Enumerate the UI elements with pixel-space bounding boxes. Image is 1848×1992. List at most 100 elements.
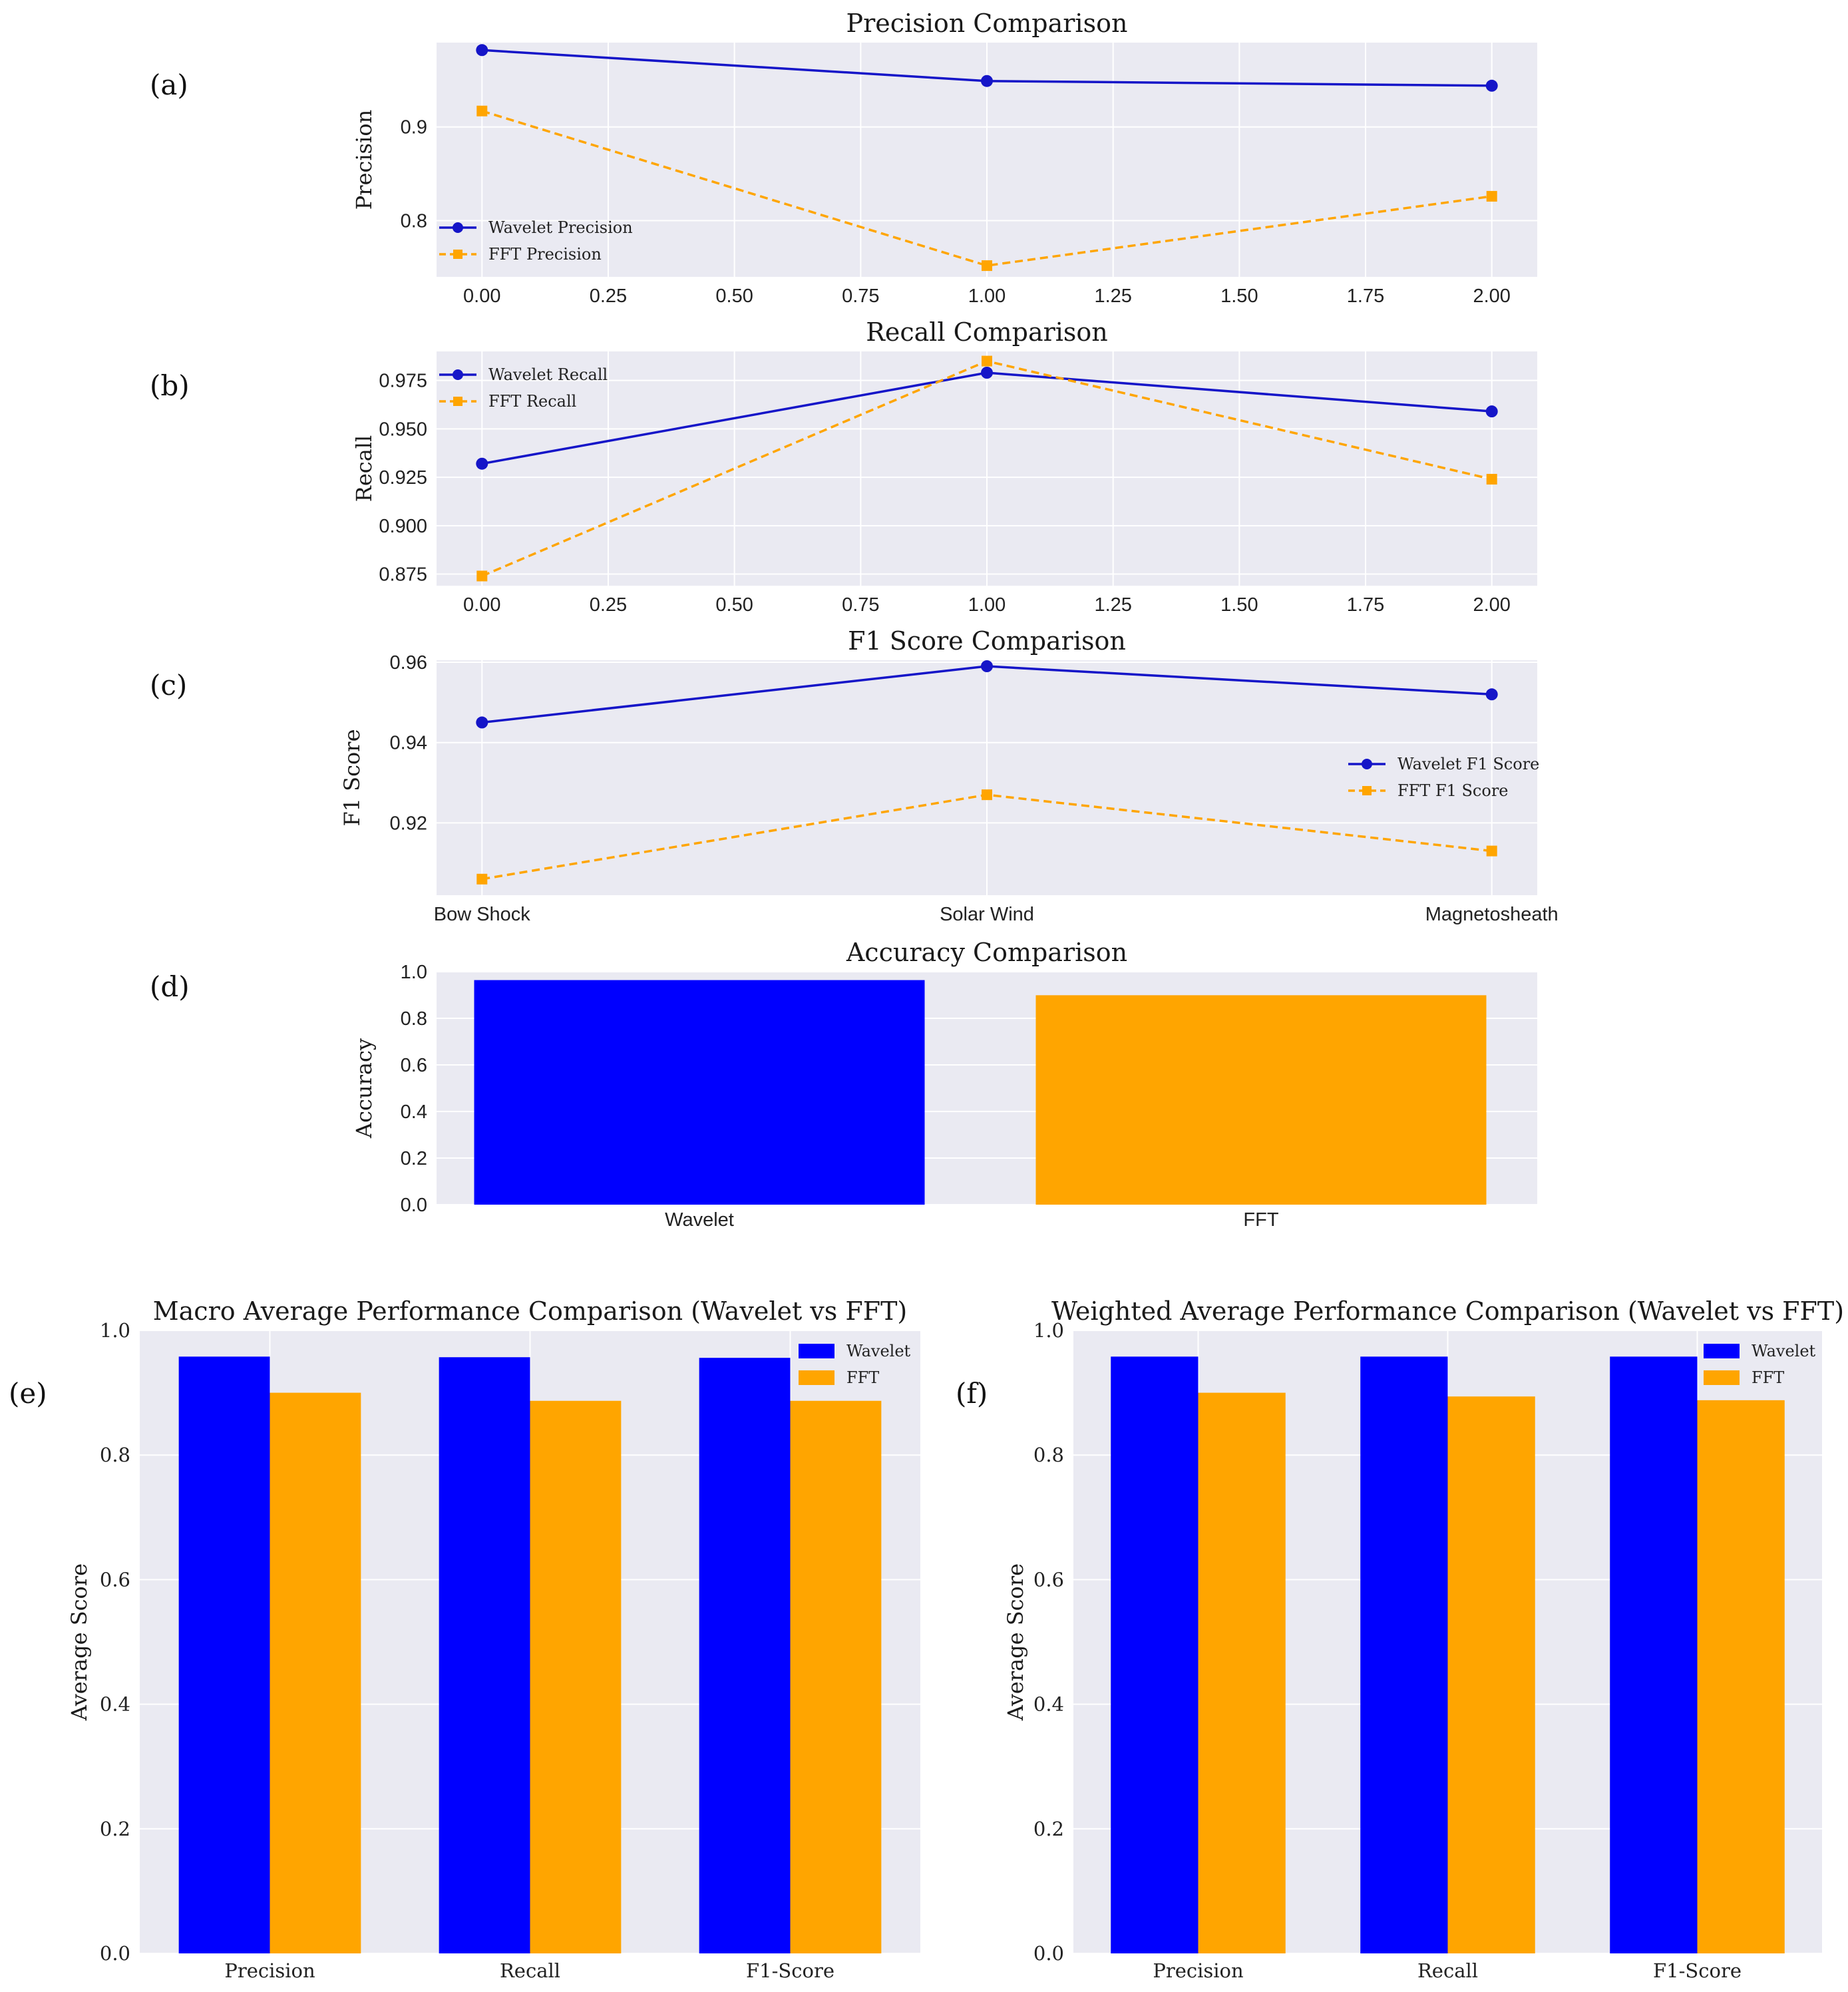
panel-label-f: (f): [956, 1377, 988, 1410]
x-tick-label-b: 0.50: [715, 594, 753, 616]
x-tick-label-a: 1.25: [1094, 286, 1131, 307]
y-tick-label-d: 0.4: [401, 1101, 427, 1123]
chart-title-c: F1 Score Comparison: [848, 626, 1126, 656]
y-tick-label-f: 0.4: [1033, 1693, 1064, 1716]
y-tick-label-d: 0.2: [401, 1148, 427, 1169]
data-point-b-wavelet: [981, 367, 993, 379]
legend-swatch-f: [1704, 1370, 1740, 1385]
bar-e-fft-recall: [530, 1400, 622, 1953]
y-axis-label-e: Average Score: [67, 1563, 92, 1721]
data-point-a-wavelet: [1485, 79, 1498, 92]
bar-e-fft-f1-score: [790, 1400, 882, 1953]
y-tick-label-f: 0.2: [1033, 1818, 1064, 1840]
data-point-a-fft: [1486, 190, 1497, 202]
bar-f-fft-precision: [1198, 1392, 1286, 1953]
x-category-label-c: Bow Shock: [434, 904, 531, 925]
x-tick-label-b: 0.25: [590, 594, 627, 616]
legend-label-a: FFT Precision: [488, 245, 602, 264]
x-tick-label-a: 0.00: [463, 286, 500, 307]
data-point-c-wavelet: [1485, 688, 1498, 701]
x-tick-label-b: 1.75: [1347, 594, 1384, 616]
x-category-label-c: Solar Wind: [940, 904, 1034, 925]
y-tick-label-d: 0.0: [401, 1195, 427, 1216]
bar-f-fft-f1-score: [1697, 1400, 1785, 1953]
y-axis-label-f: Average Score: [1003, 1563, 1028, 1721]
y-tick-label-e: 1.0: [100, 1319, 130, 1342]
y-tick-label-c: 0.92: [390, 813, 427, 834]
x-tick-label-a: 1.00: [968, 286, 1006, 307]
y-tick-label-c: 0.94: [390, 733, 427, 754]
panel-label-b: (b): [150, 369, 190, 402]
data-point-b-fft: [982, 355, 992, 367]
data-point-a-fft: [476, 105, 488, 116]
bar-f-wavelet-recall: [1360, 1356, 1448, 1953]
x-tick-label-b: 2.00: [1473, 594, 1510, 616]
y-tick-label-f: 0.0: [1033, 1942, 1064, 1965]
chart-root: (a) (b) (c) (d) (e) (f) Precision Comparison Pr…: [9, 9, 1844, 1982]
legend-marker-b: [453, 397, 462, 406]
legend-marker-b: [453, 369, 463, 380]
bar-e-fft-precision: [270, 1392, 361, 1953]
x-tick-label-b: 0.00: [463, 594, 500, 616]
panel-label-c: (c): [150, 669, 187, 701]
y-tick-label-f: 1.0: [1033, 1319, 1064, 1342]
legend-label-b: FFT Recall: [488, 392, 576, 411]
panel-label-e: (e): [9, 1377, 47, 1410]
y-tick-label-e: 0.8: [100, 1444, 130, 1466]
y-tick-label-d: 0.8: [401, 1008, 427, 1030]
y-axis-label-a: Precision: [351, 110, 377, 210]
data-point-b-wavelet: [476, 457, 488, 470]
chart-title-f: Weighted Average Performance Comparison …: [1051, 1296, 1844, 1326]
data-point-b-fft: [476, 570, 488, 582]
x-tick-label-a: 2.00: [1473, 286, 1510, 307]
x-category-label-e: Precision: [224, 1959, 315, 1982]
bar-e-wavelet-precision: [178, 1356, 270, 1953]
x-tick-label-a: 0.50: [715, 286, 753, 307]
y-tick-label-a: 0.8: [401, 211, 427, 232]
legend-label-b: Wavelet Recall: [488, 365, 608, 384]
bar-e-wavelet-recall: [439, 1357, 530, 1953]
x-tick-label-a: 0.75: [842, 286, 879, 307]
y-tick-label-a: 0.9: [401, 117, 427, 138]
y-axis-label-d: Accuracy: [351, 1038, 377, 1139]
legend-marker-c: [1362, 759, 1372, 769]
data-point-b-fft: [1486, 474, 1497, 485]
legend-swatch-e: [799, 1344, 834, 1358]
y-tick-label-f: 0.8: [1033, 1444, 1064, 1466]
y-axis-label-c: F1 Score: [339, 729, 365, 826]
legend-label-e: FFT: [846, 1368, 879, 1387]
x-category-label-d: Wavelet: [665, 1209, 734, 1231]
y-tick-label-b: 0.900: [379, 516, 427, 537]
bar-f-wavelet-f1-score: [1610, 1356, 1698, 1953]
bar-d-fft: [1035, 995, 1487, 1205]
chart-title-a: Precision Comparison: [846, 9, 1128, 38]
x-tick-label-a: 1.50: [1220, 286, 1258, 307]
bar-d-wavelet: [474, 980, 925, 1205]
x-category-label-e: F1-Score: [746, 1959, 834, 1982]
data-point-a-fft: [982, 260, 992, 272]
x-tick-label-b: 1.50: [1220, 594, 1258, 616]
panel-label-d: (d): [150, 970, 190, 1003]
x-category-label-e: Recall: [500, 1959, 560, 1982]
data-point-a-wavelet: [476, 44, 488, 57]
legend-marker-c: [1362, 786, 1372, 795]
chart-title-b: Recall Comparison: [866, 317, 1108, 347]
bar-f-fft-recall: [1447, 1396, 1535, 1953]
legend-label-f: FFT: [1752, 1368, 1784, 1387]
x-tick-label-b: 0.75: [842, 594, 879, 616]
x-tick-label-b: 1.00: [968, 594, 1006, 616]
chart-title-d: Accuracy Comparison: [846, 938, 1127, 967]
data-point-c-wavelet: [981, 660, 993, 673]
legend-swatch-f: [1704, 1344, 1740, 1358]
y-tick-label-d: 1.0: [401, 962, 427, 983]
x-category-label-f: Recall: [1417, 1959, 1478, 1982]
x-tick-label-a: 1.75: [1347, 286, 1384, 307]
y-tick-label-b: 0.950: [379, 419, 427, 440]
data-point-c-fft: [476, 873, 488, 885]
y-tick-label-b: 0.875: [379, 564, 427, 586]
y-tick-label-e: 0.6: [100, 1568, 130, 1591]
x-tick-label-b: 1.25: [1094, 594, 1131, 616]
panel-label-a: (a): [150, 69, 188, 101]
x-category-label-f: Precision: [1153, 1959, 1243, 1982]
data-point-c-wavelet: [476, 716, 488, 729]
